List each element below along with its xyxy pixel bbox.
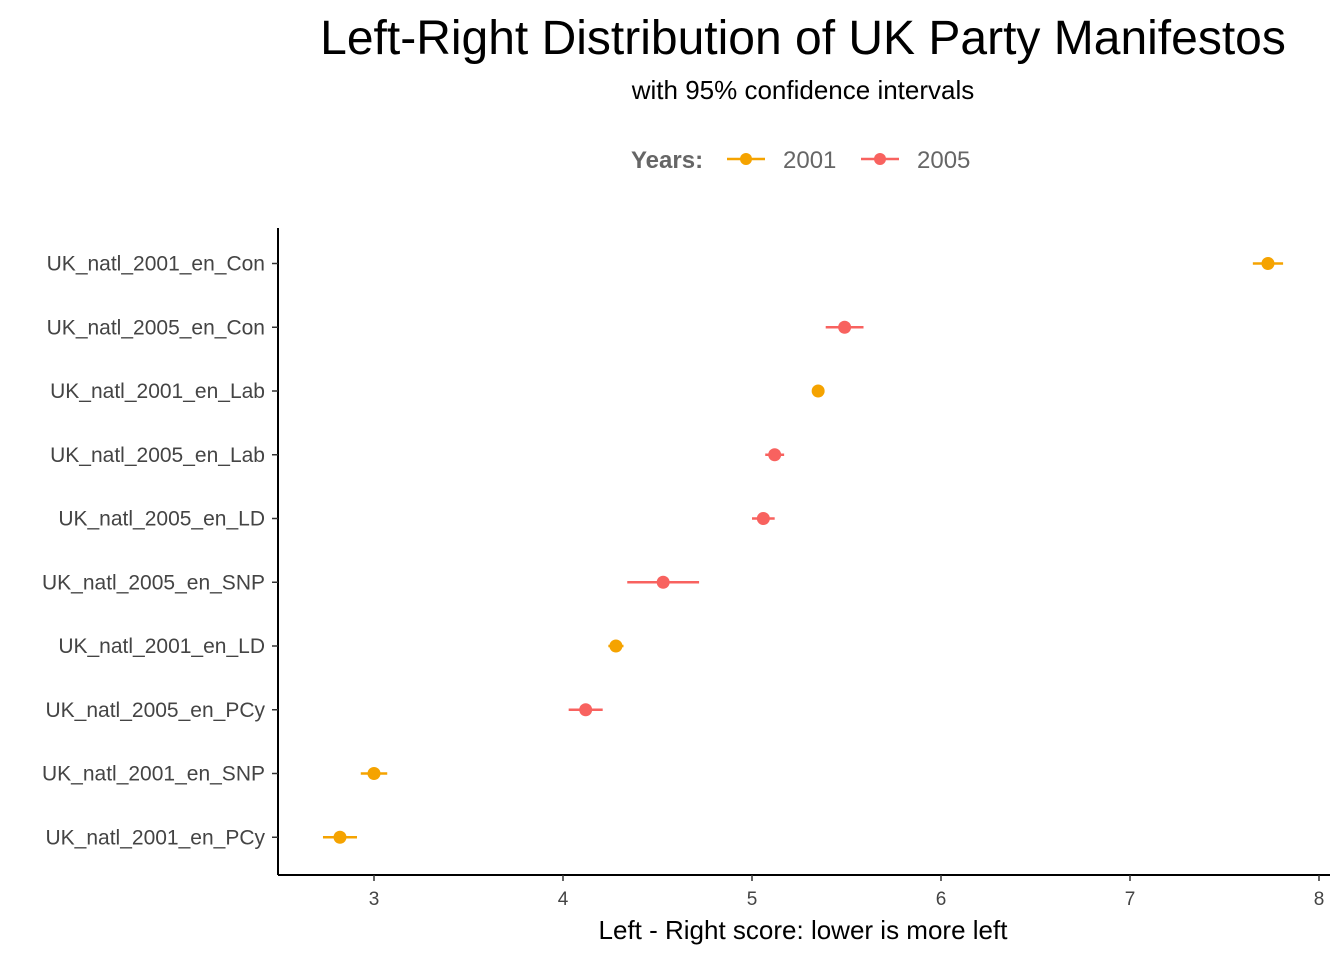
- data-point-group: [608, 639, 624, 653]
- data-point: [333, 830, 347, 844]
- data-point: [811, 384, 825, 398]
- x-tick-label: 4: [558, 889, 569, 910]
- legend-label: 2005: [917, 147, 970, 174]
- data-point: [1261, 257, 1275, 270]
- data-point: [579, 703, 593, 717]
- chart-subtitle: with 95% confidence intervals: [631, 75, 975, 105]
- legend-entry-2001: 2001: [727, 147, 836, 174]
- data-point: [609, 639, 623, 653]
- y-tick-label: UK_natl_2001_en_PCy: [46, 826, 266, 849]
- legend-label: 2001: [783, 147, 836, 174]
- plot-area: UK_natl_2001_en_Con UK_natl_2005_en_Con UK…: [42, 228, 1330, 910]
- data-point-group: [360, 767, 388, 780]
- y-tick-label: UK_natl_2005_en_SNP: [42, 571, 265, 594]
- x-tick-label: 8: [1314, 889, 1325, 910]
- x-tick-label: 3: [369, 889, 380, 910]
- legend-key-point: [874, 153, 886, 165]
- data-point: [838, 320, 852, 334]
- data-point-group: [825, 320, 864, 334]
- data-point: [768, 448, 782, 462]
- y-tick-label: UK_natl_2005_en_PCy: [46, 699, 266, 722]
- data-point-group: [322, 830, 357, 844]
- data-point: [656, 575, 670, 589]
- y-tick-label: UK_natl_2001_en_LD: [58, 635, 265, 658]
- data-point-group: [811, 384, 825, 398]
- y-tick-label: UK_natl_2005_en_LD: [58, 508, 265, 531]
- x-tick-label: 7: [1125, 889, 1136, 910]
- y-tick-label: UK_natl_2001_en_Con: [47, 253, 265, 276]
- legend-key-point: [740, 153, 752, 165]
- y-axis: UK_natl_2001_en_Con UK_natl_2005_en_Con UK…: [42, 253, 278, 849]
- data-marks: [322, 257, 1284, 844]
- data-point-group: [765, 448, 785, 462]
- legend-title: Years:: [631, 147, 703, 174]
- x-axis-title: Left - Right score: lower is more left: [599, 915, 1009, 945]
- data-point-group: [627, 575, 700, 589]
- x-tick-label: 6: [936, 889, 947, 910]
- legend-entry-2005: 2005: [861, 147, 970, 174]
- data-point: [756, 512, 770, 525]
- y-tick-label: UK_natl_2005_en_Lab: [50, 444, 265, 467]
- data-point-group: [568, 703, 603, 717]
- data-point-group: [1252, 257, 1284, 270]
- y-tick-label: UK_natl_2005_en_Con: [47, 316, 265, 339]
- data-point-group: [752, 512, 775, 525]
- chart-title: Left-Right Distribution of UK Party Mani…: [320, 12, 1286, 65]
- legend: Years: 2001 2005: [631, 147, 970, 174]
- x-axis: 3 4 5 6 7 8: [369, 875, 1325, 910]
- x-tick-label: 5: [747, 889, 758, 910]
- y-tick-label: UK_natl_2001_en_Lab: [50, 380, 265, 403]
- y-tick-label: UK_natl_2001_en_SNP: [42, 763, 265, 786]
- data-point: [367, 767, 381, 780]
